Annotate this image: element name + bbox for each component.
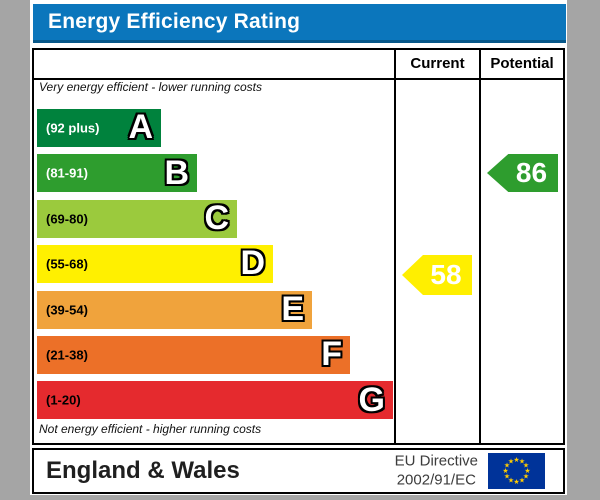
svg-text:★: ★ xyxy=(508,457,514,465)
svg-text:★: ★ xyxy=(504,462,510,470)
svg-text:★: ★ xyxy=(504,473,510,481)
band-E: (39-54) E xyxy=(37,289,312,329)
potential-column-header: Potential xyxy=(490,55,554,72)
header-bar: Energy Efficiency Rating xyxy=(33,4,566,43)
band-letter: A xyxy=(128,108,153,147)
svg-text:★: ★ xyxy=(502,467,508,475)
certificate-panel: Energy Efficiency Rating Current Potenti… xyxy=(30,0,567,495)
band-range-label: (92 plus) xyxy=(46,120,100,136)
potential-rating-value: 86 xyxy=(515,157,548,188)
svg-text:★: ★ xyxy=(519,457,525,465)
svg-text:★: ★ xyxy=(519,477,525,485)
current-rating-arrow: 58 xyxy=(402,255,472,295)
svg-text:★: ★ xyxy=(508,477,514,485)
band-letter: E xyxy=(281,289,304,328)
band-letter: G xyxy=(358,380,385,419)
band-A: (92 plus) A xyxy=(37,109,161,147)
band-range-label: (1-20) xyxy=(46,392,81,408)
page-title: Energy Efficiency Rating xyxy=(48,10,301,33)
svg-text:★: ★ xyxy=(523,462,529,470)
column-divider-right xyxy=(479,50,481,443)
band-letter: D xyxy=(240,244,265,283)
band-range-label: (69-80) xyxy=(46,211,88,227)
band-D: (55-68) D xyxy=(37,244,273,284)
scale-bottom-note: Not energy efficient - higher running co… xyxy=(39,422,262,436)
header-row-border xyxy=(34,78,563,80)
svg-text:★: ★ xyxy=(523,473,529,481)
band-range-label: (39-54) xyxy=(46,302,88,318)
eu-flag-icon: ★ ★★★★★★★★★★★ xyxy=(488,453,545,489)
band-letter: B xyxy=(164,153,189,192)
band-B: (81-91) B xyxy=(37,153,197,193)
region-label: England & Wales xyxy=(46,457,240,484)
band-range-label: (81-91) xyxy=(46,165,88,181)
scale-top-note: Very energy efficient - lower running co… xyxy=(39,80,262,94)
band-range-label: (55-68) xyxy=(46,256,88,272)
svg-text:★: ★ xyxy=(513,478,519,486)
current-column-header: Current xyxy=(410,55,465,72)
column-divider-left xyxy=(394,50,396,443)
band-range-label: (21-38) xyxy=(46,347,88,363)
eu-directive-line1: EU Directive xyxy=(394,452,478,470)
eu-directive-label: EU Directive 2002/91/EC xyxy=(395,452,478,490)
footer: England & Wales EU Directive 2002/91/EC … xyxy=(32,448,565,494)
eu-directive-line2: 2002/91/EC xyxy=(396,471,476,488)
current-rating-value: 58 xyxy=(430,259,462,290)
svg-text:★: ★ xyxy=(513,456,519,464)
band-letter: F xyxy=(321,335,342,374)
potential-rating-arrow: 86 xyxy=(487,154,558,192)
svg-text:★: ★ xyxy=(524,467,530,475)
band-G: (1-20) G xyxy=(37,380,393,420)
band-C: (69-80) C xyxy=(37,199,237,238)
rating-table: Current Potential Very energy efficient … xyxy=(32,48,565,445)
band-F: (21-38) F xyxy=(37,336,350,374)
band-letter: C xyxy=(204,199,229,238)
